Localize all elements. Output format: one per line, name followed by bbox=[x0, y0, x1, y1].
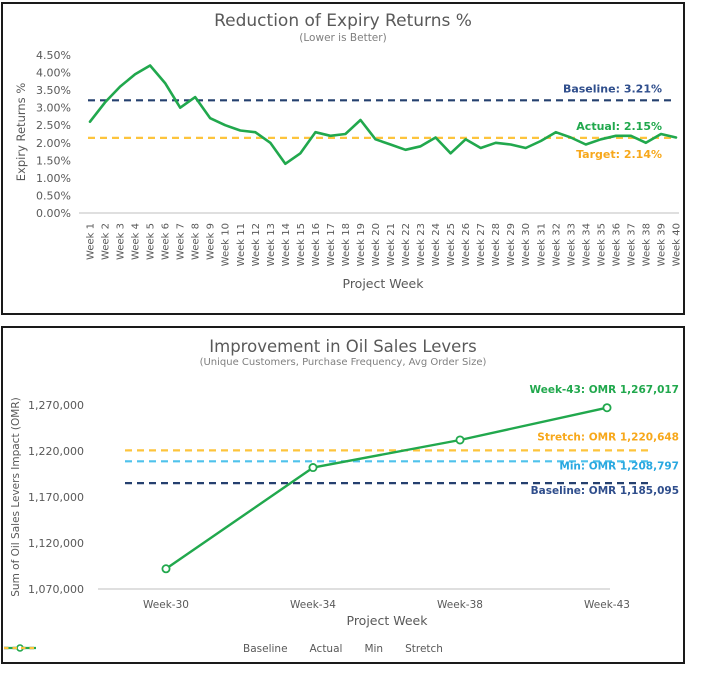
y-axis-title: Sum of Oil Sales Levers Impact (OMR) bbox=[10, 397, 22, 596]
y-tick-label: 0.00% bbox=[36, 207, 71, 220]
x-tick-label: Week-43 bbox=[584, 599, 630, 611]
y-tick-label: 1,120,000 bbox=[28, 537, 84, 550]
legend-label: Stretch bbox=[405, 643, 443, 655]
series-annotation-label: Week-43: OMR 1,267,017 bbox=[530, 384, 680, 396]
x-tick-label: Week 28 bbox=[491, 223, 502, 266]
x-tick-label: Week-30 bbox=[143, 599, 189, 611]
x-tick-label: Week 30 bbox=[521, 223, 532, 266]
x-tick-label: Week 29 bbox=[506, 223, 517, 266]
series-marker bbox=[455, 435, 465, 445]
y-axis-title: Expiry Returns % bbox=[14, 83, 28, 182]
x-axis-tick-labels: Week 1 Week 2 Week 3 Week 4 Week 5 Week 6 Week… bbox=[86, 223, 683, 266]
x-tick-label: Week 3 bbox=[116, 223, 127, 260]
x-tick-label: Week 11 bbox=[236, 223, 247, 266]
x-tick-label: Week 34 bbox=[581, 223, 592, 266]
x-tick-label: Week 8 bbox=[191, 223, 202, 260]
x-tick-label: Week 2 bbox=[101, 223, 112, 260]
x-tick-label: Week 20 bbox=[371, 223, 382, 266]
x-tick-label: Week 13 bbox=[266, 223, 277, 266]
x-tick-label: Week 40 bbox=[672, 223, 683, 266]
chart-title: Reduction of Expiry Returns % bbox=[214, 11, 472, 31]
x-tick-label: Week 23 bbox=[416, 223, 427, 266]
x-tick-label: Week 15 bbox=[296, 223, 307, 266]
x-axis-title: Project Week bbox=[343, 276, 425, 291]
y-tick-label: 3.00% bbox=[36, 102, 71, 115]
x-tick-label: Week 38 bbox=[641, 223, 652, 266]
series-marker bbox=[161, 564, 171, 574]
series-marker bbox=[602, 403, 612, 413]
ref-line-label-min: Min: OMR 1,208,797 bbox=[559, 460, 679, 472]
x-tick-label: Week 24 bbox=[431, 223, 442, 266]
legend-swatch-dashed bbox=[4, 646, 36, 650]
ref-line-label-stretch: Stretch: OMR 1,220,648 bbox=[537, 431, 679, 443]
x-tick-label: Week 17 bbox=[326, 223, 337, 266]
y-tick-label: 2.50% bbox=[36, 119, 71, 132]
y-tick-label: 1.00% bbox=[36, 172, 71, 185]
expiry-returns-plot: 0.00% 0.50% 1.00% 1.50% 2.00% 2.50% 3.00% 3.50%… bbox=[14, 49, 683, 291]
oil-sales-levers-chart-panel: Improvement in Oil Sales Levers (Unique … bbox=[1, 326, 685, 664]
x-tick-label: Week 39 bbox=[656, 223, 667, 266]
y-tick-label: 1,070,000 bbox=[28, 583, 84, 596]
y-tick-label: 3.50% bbox=[36, 84, 71, 97]
x-tick-label: Week 12 bbox=[251, 223, 262, 266]
x-tick-label: Week 14 bbox=[281, 223, 292, 266]
x-tick-label: Week 37 bbox=[626, 223, 637, 266]
x-tick-label: Week 35 bbox=[596, 223, 607, 266]
x-tick-label: Week 4 bbox=[131, 223, 142, 260]
chart-legend: Baseline Actual Min Stretch bbox=[3, 643, 683, 655]
y-tick-label: 4.50% bbox=[36, 49, 71, 62]
x-tick-label: Week 33 bbox=[566, 223, 577, 266]
x-tick-label: Week 31 bbox=[536, 223, 547, 266]
x-tick-label: Week 19 bbox=[356, 223, 367, 266]
x-tick-label: Week 36 bbox=[611, 223, 622, 266]
x-tick-label: Week 1 bbox=[86, 223, 97, 260]
legend-item-min: Min bbox=[4, 643, 384, 655]
x-tick-label: Week 21 bbox=[386, 223, 397, 266]
y-tick-label: 1,270,000 bbox=[28, 399, 84, 412]
x-tick-label: Week 10 bbox=[221, 223, 232, 266]
y-tick-label: 4.00% bbox=[36, 67, 71, 80]
ref-line-label-baseline: Baseline: 3.21% bbox=[563, 82, 662, 95]
x-tick-label: Week 22 bbox=[401, 223, 412, 266]
oil-sales-levers-plot: 1,070,000 1,120,000 1,170,000 1,220,000 1,27… bbox=[10, 384, 680, 628]
x-tick-label: Week 26 bbox=[461, 223, 472, 266]
x-tick-label: Week 27 bbox=[476, 223, 487, 266]
y-tick-label: 1,170,000 bbox=[28, 491, 84, 504]
x-axis-title: Project Week bbox=[347, 613, 429, 628]
series-marker bbox=[308, 463, 318, 473]
series-line-actual bbox=[88, 64, 678, 166]
y-tick-label: 1,220,000 bbox=[28, 445, 84, 458]
legend-label: Min bbox=[364, 643, 384, 655]
x-tick-label: Week 32 bbox=[551, 223, 562, 266]
x-tick-label: Week 5 bbox=[146, 223, 157, 260]
x-tick-label: Week-34 bbox=[290, 599, 336, 611]
chart-subtitle: (Unique Customers, Purchase Frequency, A… bbox=[199, 357, 487, 368]
x-tick-label: Week 7 bbox=[176, 223, 187, 260]
chart-subtitle: (Lower is Better) bbox=[299, 32, 387, 44]
legend-item-baseline: Baseline bbox=[4, 643, 288, 655]
ref-line-label-target: Target: 2.14% bbox=[576, 148, 662, 161]
x-axis-tick-labels: Week-30 Week-34 Week-38 Week-43 bbox=[143, 599, 630, 611]
y-tick-label: 1.50% bbox=[36, 154, 71, 167]
x-tick-label: Week 9 bbox=[206, 223, 217, 260]
x-tick-label: Week 16 bbox=[311, 223, 322, 266]
series-line-actual bbox=[164, 406, 609, 571]
y-axis-tick-labels: 0.00% 0.50% 1.00% 1.50% 2.00% 2.50% 3.00% 3.50%… bbox=[36, 49, 71, 220]
x-tick-label: Week-38 bbox=[437, 599, 483, 611]
legend-label: Actual bbox=[309, 643, 343, 655]
y-tick-label: 0.50% bbox=[36, 189, 71, 202]
chart-title: Improvement in Oil Sales Levers bbox=[209, 337, 477, 356]
series-annotation-label: Actual: 2.15% bbox=[576, 120, 662, 133]
expiry-returns-chart-panel: Reduction of Expiry Returns % (Lower is … bbox=[1, 2, 685, 315]
legend-label: Baseline bbox=[243, 643, 288, 655]
x-tick-label: Week 6 bbox=[161, 223, 172, 260]
y-axis-tick-labels: 1,070,000 1,120,000 1,170,000 1,220,000 1,27… bbox=[28, 399, 84, 596]
x-tick-label: Week 25 bbox=[446, 223, 457, 266]
ref-line-label-baseline: Baseline: OMR 1,185,095 bbox=[531, 485, 679, 497]
legend-item-stretch: Stretch bbox=[4, 643, 443, 655]
legend-item-actual: Actual bbox=[4, 643, 343, 655]
y-tick-label: 2.00% bbox=[36, 137, 71, 150]
x-tick-label: Week 18 bbox=[341, 223, 352, 266]
